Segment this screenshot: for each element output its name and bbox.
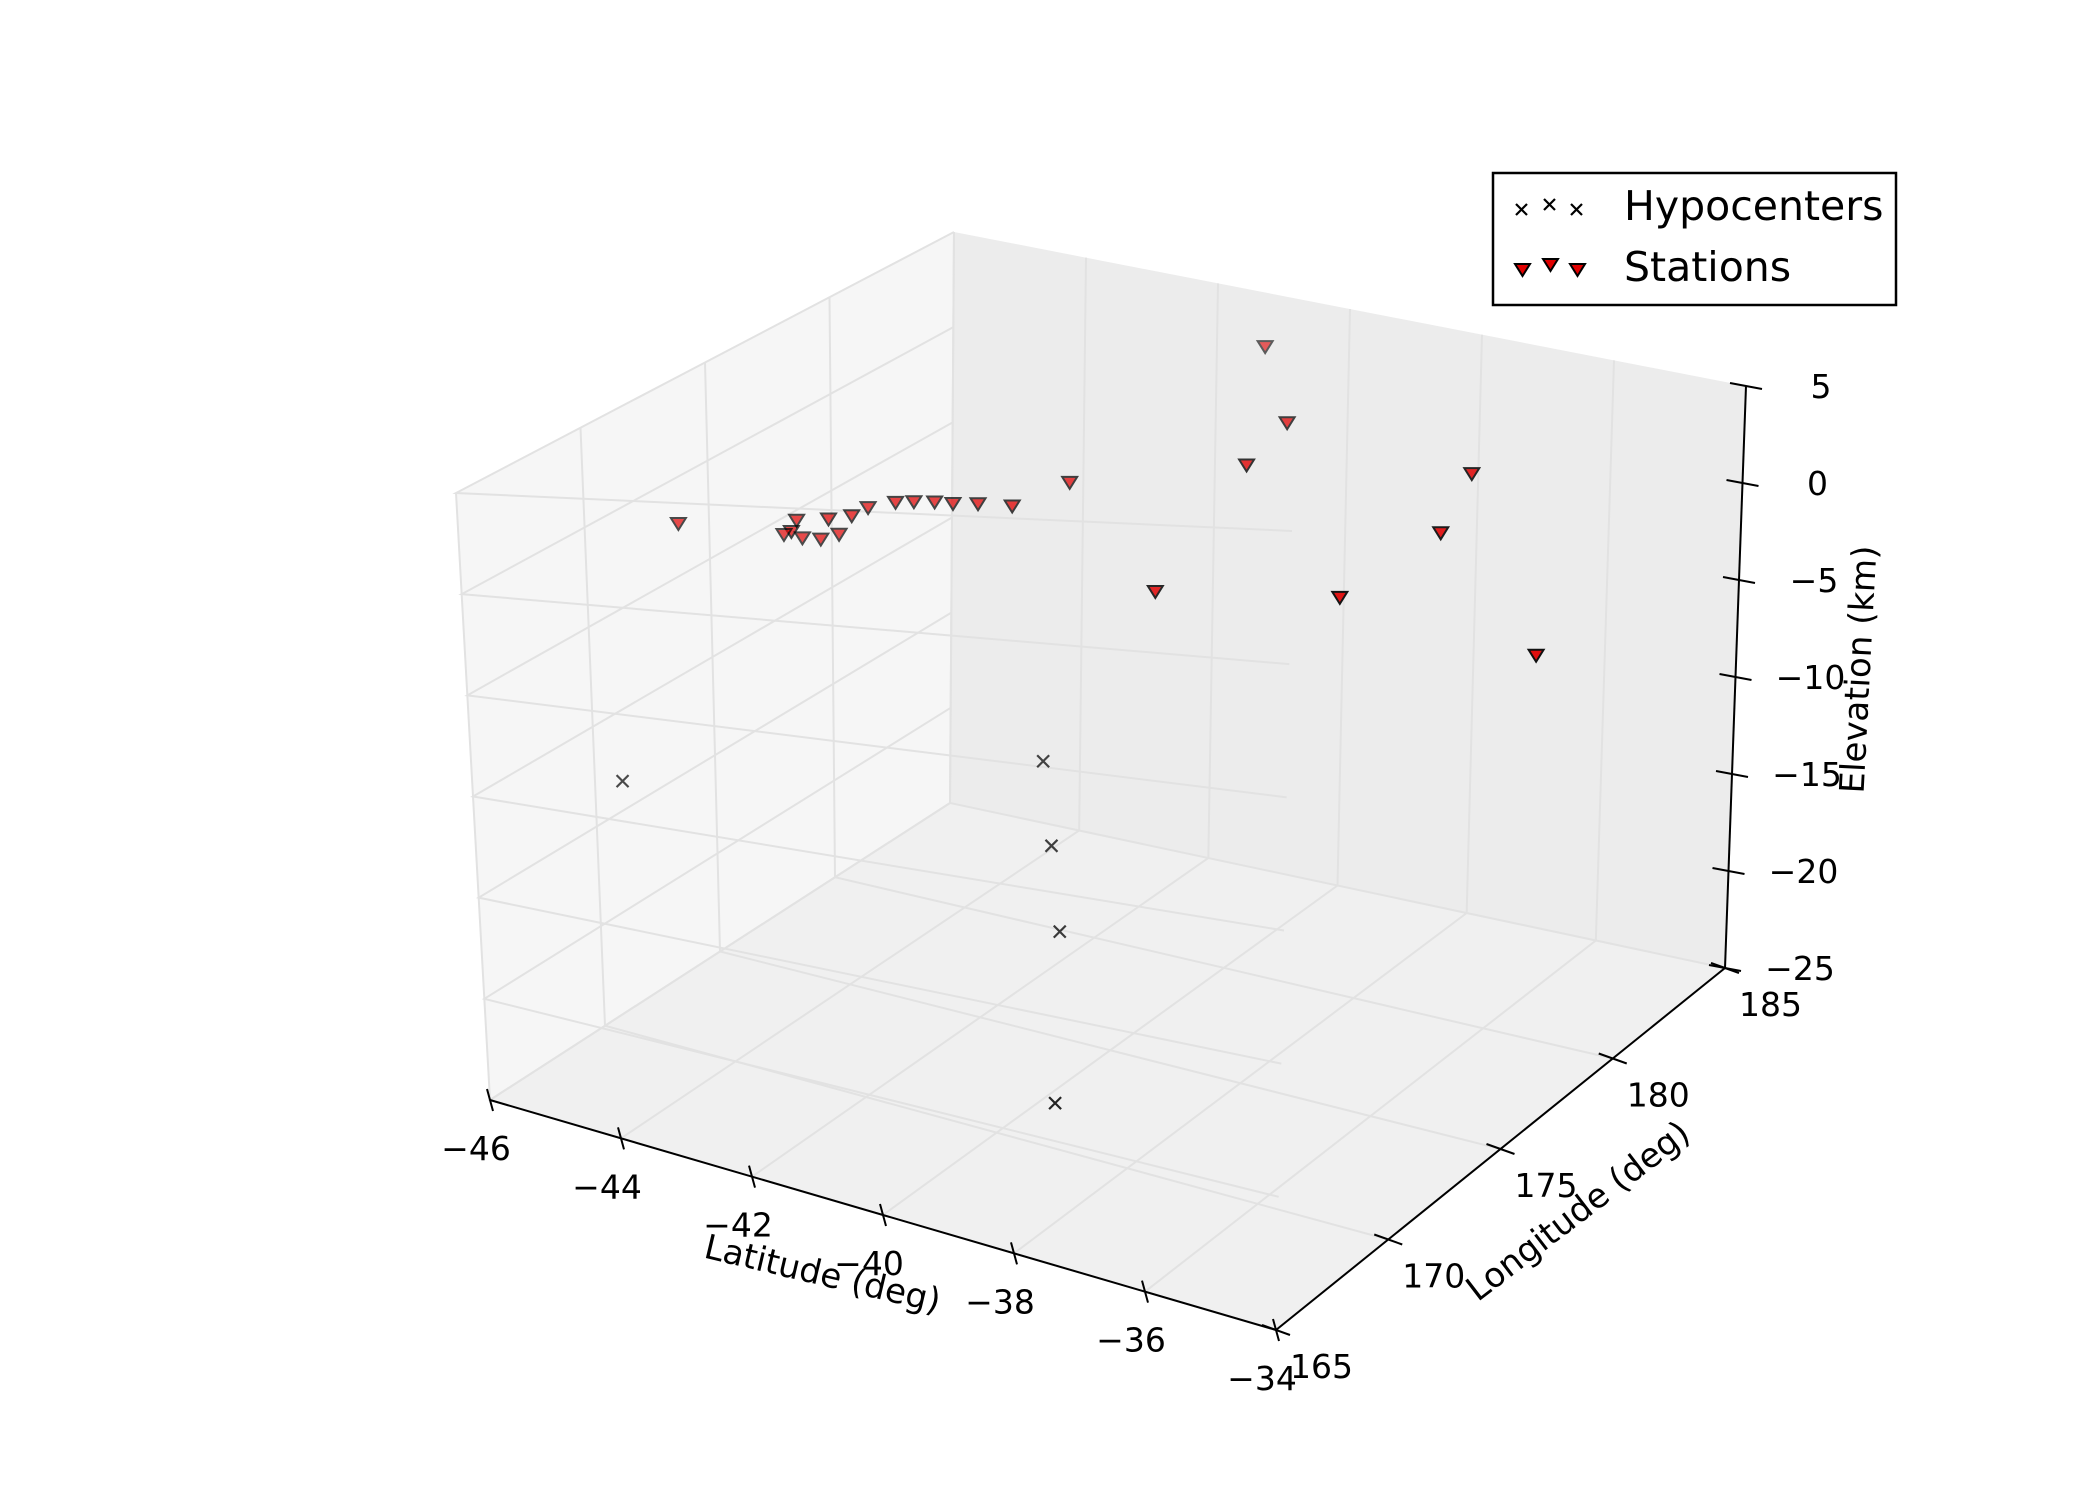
z-tick-label: 5 <box>1811 367 1832 406</box>
z-tick-label: −25 <box>1765 949 1835 988</box>
x-tick-label: −46 <box>441 1129 511 1168</box>
y-tick <box>1261 1324 1291 1336</box>
x-tick <box>617 1127 625 1150</box>
z-tick <box>1708 964 1742 972</box>
station-marker <box>1146 584 1165 600</box>
x-tick-label: −40 <box>834 1244 904 1283</box>
grid-line-z <box>464 421 1287 799</box>
station-marker <box>904 495 924 511</box>
legend-station-marker-3 <box>1568 263 1587 278</box>
legend-hypocenter-marker-2 <box>1543 198 1556 211</box>
z-tick <box>1722 576 1756 584</box>
station-marker <box>943 496 963 512</box>
z-tick <box>1726 479 1759 487</box>
station-marker <box>1330 590 1350 606</box>
y-tick <box>1373 1233 1403 1246</box>
station-marker <box>1060 475 1079 491</box>
station-marker <box>1237 458 1256 474</box>
grid-line-z <box>452 231 1293 532</box>
legend-hypocenters-swatch <box>1515 198 1583 216</box>
station-marker <box>1526 648 1546 664</box>
x-tick-label: −42 <box>703 1206 773 1245</box>
legend-station-marker-1 <box>1513 263 1532 278</box>
y-tick-label: 175 <box>1515 1166 1578 1205</box>
station-marker <box>774 527 794 543</box>
y-tick-label: 170 <box>1402 1257 1465 1296</box>
x-tick <box>1010 1242 1018 1265</box>
station-marker <box>842 509 862 525</box>
z-tick-label: 0 <box>1807 464 1828 503</box>
grid-line-z <box>481 706 1279 1198</box>
x-tick <box>748 1165 756 1188</box>
grid-line-z <box>470 516 1285 932</box>
station-marker <box>925 495 944 511</box>
z-tick-label: −5 <box>1790 561 1839 600</box>
floor-pane <box>490 803 1725 1330</box>
legend: Hypocenters Stations <box>1491 171 1898 307</box>
axes-panes <box>456 232 1746 1330</box>
legend-stations-swatch <box>1513 258 1587 278</box>
legend-station-marker-2 <box>1541 258 1560 273</box>
z-tick <box>1712 867 1745 875</box>
x-tick <box>879 1203 887 1227</box>
station-marker <box>858 501 878 516</box>
legend-label-hypocenters: Hypocenters <box>1624 182 1883 230</box>
z-tick-label: −20 <box>1769 852 1839 891</box>
y-tick <box>1486 1143 1515 1155</box>
x-tick-label: −34 <box>1227 1359 1297 1398</box>
station-marker <box>886 495 905 511</box>
station-marker <box>811 532 831 548</box>
hypocenter-marker <box>1044 839 1059 853</box>
station-marker <box>793 531 812 547</box>
legend-hypocenter-marker-3 <box>1570 203 1583 216</box>
z-tick <box>1719 673 1752 681</box>
y-tick-label: 185 <box>1739 985 1802 1024</box>
station-marker <box>1255 340 1275 355</box>
x-tick-label: −36 <box>1096 1321 1166 1360</box>
station-marker <box>1431 526 1451 542</box>
z-tick-label: −15 <box>1772 755 1842 794</box>
hypocenter-marker <box>1036 754 1050 768</box>
legend-label-stations: Stations <box>1624 243 1791 291</box>
station-marker <box>829 527 849 543</box>
station-marker <box>819 512 838 528</box>
station-marker <box>1462 467 1482 483</box>
z-tick <box>1715 770 1749 778</box>
station-marker <box>968 497 988 513</box>
grid-line-z <box>458 326 1290 666</box>
z-tick <box>1729 382 1763 390</box>
grid-line-z <box>475 611 1282 1065</box>
z-tick-label: −10 <box>1776 658 1846 697</box>
hypocenter-marker <box>615 774 630 788</box>
station-marker <box>1002 499 1022 515</box>
station-marker <box>1277 416 1297 432</box>
station-marker <box>669 516 688 532</box>
x-tick-label: −38 <box>965 1282 1035 1321</box>
data-points <box>615 340 1546 1110</box>
legend-frame <box>1491 171 1898 307</box>
y-tick <box>1598 1052 1628 1065</box>
x-tick <box>486 1088 494 1112</box>
y-tick-label: 165 <box>1290 1347 1353 1386</box>
hypocenter-marker <box>1048 1096 1062 1110</box>
legend-hypocenter-marker-1 <box>1515 203 1528 216</box>
x-tick-label: −44 <box>572 1167 642 1206</box>
station-marker <box>787 513 806 529</box>
x-tick <box>1141 1280 1149 1303</box>
back-pane <box>950 232 1746 968</box>
hypocenter-marker <box>1052 924 1067 939</box>
y-tick-label: 180 <box>1627 1076 1690 1115</box>
